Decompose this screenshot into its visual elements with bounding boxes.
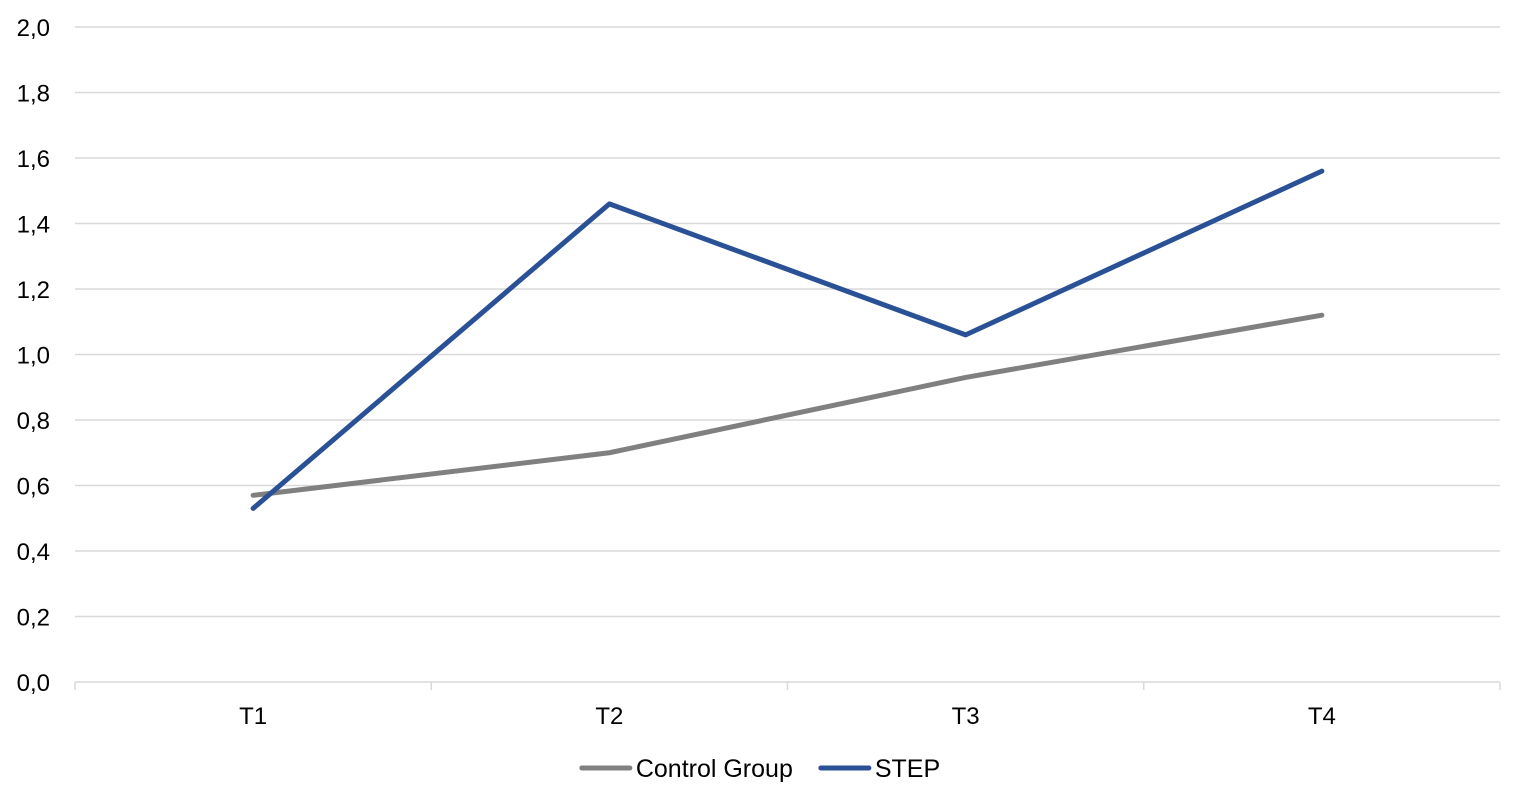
series-lines [250, 168, 1325, 511]
y-tick-label: 0,4 [17, 539, 50, 566]
x-tick-label: T2 [595, 703, 623, 730]
legend: Control Group STEP [579, 755, 940, 783]
y-tick-label: 0,8 [17, 408, 50, 435]
x-tick-label: T4 [1308, 703, 1336, 730]
y-tick-label: 1,8 [17, 81, 50, 108]
x-axis-tick-labels: T1 T2 T3 T4 [239, 703, 1336, 730]
y-tick-label: 1,2 [17, 277, 50, 304]
x-tick-label: T1 [239, 703, 267, 730]
y-tick-label: 1,6 [17, 146, 50, 173]
legend-label: STEP [875, 755, 940, 783]
x-tick-label: T3 [952, 703, 980, 730]
y-tick-label: 1,4 [17, 212, 50, 239]
y-tick-label: 0,2 [17, 605, 50, 632]
y-tick-label: 0,6 [17, 474, 50, 501]
series-line-control-group [250, 312, 1325, 498]
series-line-step [250, 168, 1325, 511]
y-tick-label: 0,0 [17, 670, 50, 697]
y-tick-label: 2,0 [17, 15, 50, 42]
legend-label: Control Group [636, 755, 793, 783]
gridlines [75, 26, 1500, 618]
y-tick-label: 1,0 [17, 343, 50, 370]
x-axis [74, 681, 1501, 690]
y-axis-tick-labels: 0,0 0,2 0,4 0,6 0,8 1,0 1,2 1,4 1,6 1,8 2,0 [17, 15, 50, 697]
